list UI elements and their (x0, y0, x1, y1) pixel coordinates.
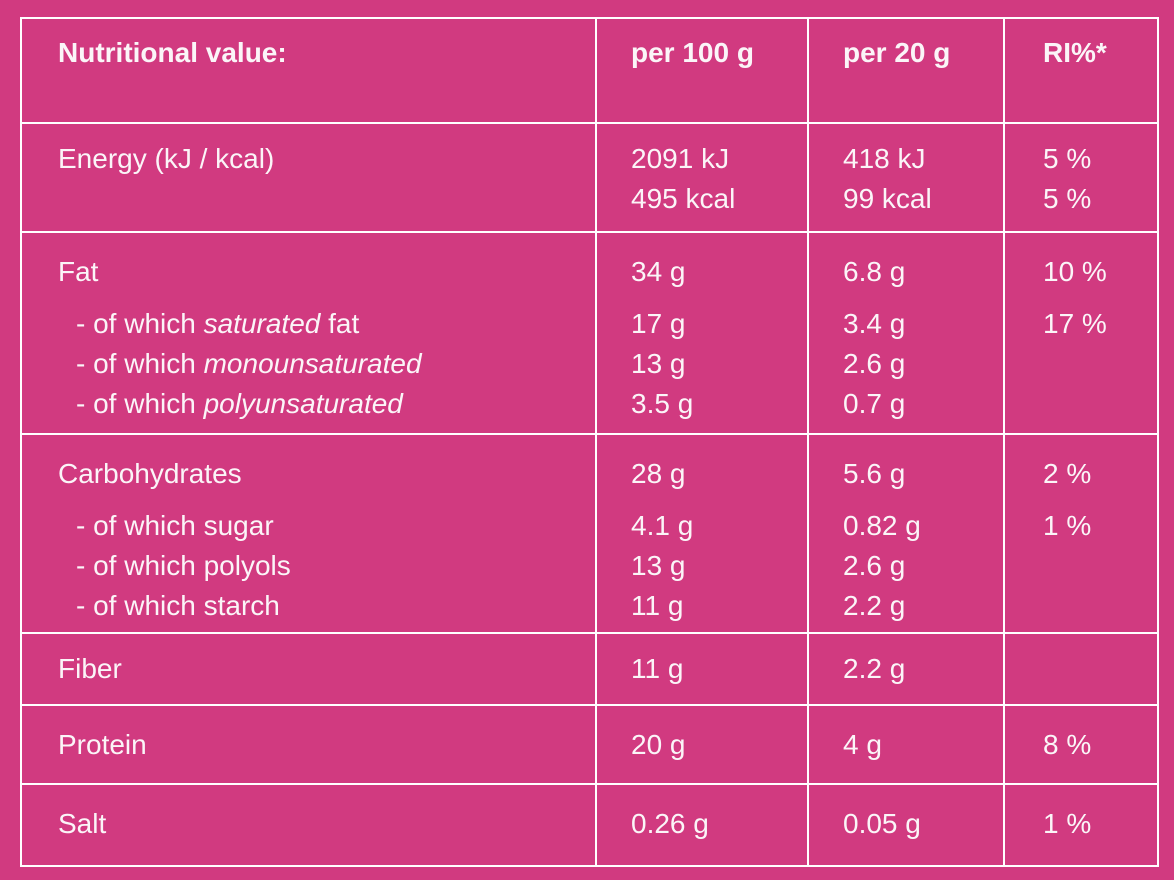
protein-per-20g: 4 g (843, 729, 882, 760)
fiber-per-100g-cell: 11 g (597, 634, 809, 706)
energy-ri-cell: 5 % 5 % (1005, 124, 1157, 233)
fat-saturated-per-20g: 3.4 g (843, 308, 906, 339)
fiber-ri-cell (1005, 634, 1157, 706)
fat-monounsaturated-per-100g: 13 g (631, 348, 686, 379)
energy-ri-kj: 5 % (1043, 143, 1092, 174)
fat-sub-mono-prefix: - of which (76, 348, 204, 379)
carbs-total-per-100g: 28 g (631, 458, 686, 489)
salt-ri: 1 % (1043, 808, 1092, 839)
carbs-sub-label-starch: - of which starch (76, 590, 280, 621)
fiber-label: Fiber (58, 653, 122, 684)
energy-per-100g-cell: 2091 kJ 495 kcal (597, 124, 809, 233)
salt-per-20g-cell: 0.05 g (809, 785, 1005, 865)
carbs-starch-per-20g: 2.2 g (843, 590, 906, 621)
protein-per-20g-cell: 4 g (809, 706, 1005, 785)
salt-per-20g: 0.05 g (843, 808, 921, 839)
header-cell-ri-percent: RI%* (1005, 19, 1157, 124)
energy-label-cell: Energy (kJ / kcal) (22, 124, 597, 233)
fat-sub-saturated-suffix: fat (320, 308, 360, 339)
fat-polyunsaturated-per-100g: 3.5 g (631, 388, 694, 419)
fat-saturated-per-100g: 17 g (631, 308, 686, 339)
carbs-total-ri: 2 % (1043, 458, 1092, 489)
fat-monounsaturated-per-20g: 2.6 g (843, 348, 906, 379)
carbs-ri-cell: 2 % 1 % (1005, 435, 1157, 634)
energy-label: Energy (kJ / kcal) (58, 143, 275, 174)
fat-sub-poly-italic: polyunsaturated (203, 388, 403, 419)
fiber-per-20g: 2.2 g (843, 653, 906, 684)
carbs-starch-per-100g: 11 g (631, 590, 684, 621)
carbs-per-20g-cell: 5.6 g 0.82 g 2.6 g 2.2 g (809, 435, 1005, 634)
fat-label-cell: Fat - of which saturated fat - of which … (22, 233, 597, 435)
header-cell-per-20g: per 20 g (809, 19, 1005, 124)
carbohydrates-label-cell: Carbohydrates - of which sugar - of whic… (22, 435, 597, 634)
fiber-per-100g: 11 g (631, 653, 684, 684)
salt-label: Salt (58, 808, 107, 839)
salt-label-cell: Salt (22, 785, 597, 865)
protein-per-100g: 20 g (631, 729, 686, 760)
protein-label: Protein (58, 729, 147, 760)
header-nutritional-value-label: Nutritional value: (58, 37, 287, 68)
header-per-20g-label: per 20 g (843, 37, 951, 68)
fat-total-ri: 10 % (1043, 256, 1107, 287)
fiber-label-cell: Fiber (22, 634, 597, 706)
carbs-per-100g-cell: 28 g 4.1 g 13 g 11 g (597, 435, 809, 634)
energy-ri-kcal: 5 % (1043, 183, 1092, 214)
carbs-sub-label-polyols: - of which polyols (76, 550, 291, 581)
protein-ri: 8 % (1043, 729, 1092, 760)
protein-label-cell: Protein (22, 706, 597, 785)
energy-kcal-per-20g: 99 kcal (843, 183, 932, 214)
carbs-sugar-per-100g: 4.1 g (631, 510, 694, 541)
protein-ri-cell: 8 % (1005, 706, 1157, 785)
header-cell-nutritional-value: Nutritional value: (22, 19, 597, 124)
energy-kcal-per-100g: 495 kcal (631, 183, 736, 214)
carbs-polyols-per-20g: 2.6 g (843, 550, 906, 581)
fat-sub-poly-prefix: - of which (76, 388, 204, 419)
fat-sub-saturated-prefix: - of which (76, 308, 204, 339)
fat-ri-cell: 10 % 17 % (1005, 233, 1157, 435)
protein-per-100g-cell: 20 g (597, 706, 809, 785)
fat-saturated-ri: 17 % (1043, 308, 1107, 339)
energy-kj-per-100g: 2091 kJ (631, 143, 730, 174)
fat-sub-label-polyunsaturated: - of which polyunsaturated (58, 384, 403, 424)
nutrition-table: Nutritional value: per 100 g per 20 g RI… (20, 17, 1159, 867)
fat-sub-saturated-italic: saturated (203, 308, 321, 339)
carbs-sub-label-sugar: - of which sugar (76, 510, 274, 541)
carbs-polyols-per-100g: 13 g (631, 550, 686, 581)
salt-per-100g-cell: 0.26 g (597, 785, 809, 865)
fat-sub-label-monounsaturated: - of which monounsaturated (58, 344, 422, 384)
header-ri-percent-label: RI%* (1043, 37, 1107, 68)
fat-sub-label-saturated: - of which saturated fat (58, 304, 359, 344)
fat-label: Fat (58, 256, 99, 287)
energy-kj-per-20g: 418 kJ (843, 143, 926, 174)
fat-sub-mono-italic: monounsaturated (203, 348, 422, 379)
carbs-sugar-per-20g: 0.82 g (843, 510, 921, 541)
carbs-total-per-20g: 5.6 g (843, 458, 906, 489)
header-cell-per-100g: per 100 g (597, 19, 809, 124)
fat-per-20g-cell: 6.8 g 3.4 g 2.6 g 0.7 g (809, 233, 1005, 435)
salt-per-100g: 0.26 g (631, 808, 709, 839)
fat-total-per-20g: 6.8 g (843, 256, 906, 287)
energy-per-20g-cell: 418 kJ 99 kcal (809, 124, 1005, 233)
fat-per-100g-cell: 34 g 17 g 13 g 3.5 g (597, 233, 809, 435)
salt-ri-cell: 1 % (1005, 785, 1157, 865)
carbs-sugar-ri: 1 % (1043, 510, 1092, 541)
carbohydrates-label: Carbohydrates (58, 458, 242, 489)
fat-polyunsaturated-per-20g: 0.7 g (843, 388, 906, 419)
header-per-100g-label: per 100 g (631, 37, 754, 68)
fat-total-per-100g: 34 g (631, 256, 686, 287)
fiber-per-20g-cell: 2.2 g (809, 634, 1005, 706)
